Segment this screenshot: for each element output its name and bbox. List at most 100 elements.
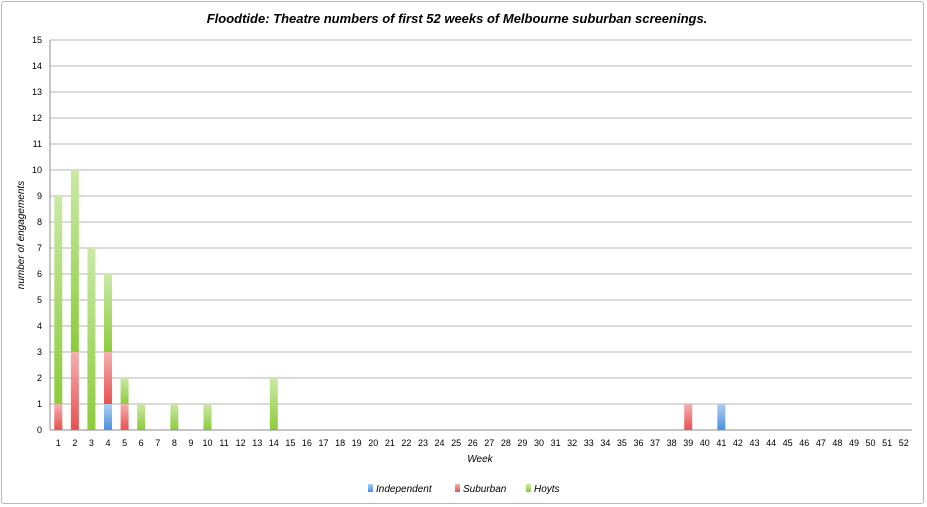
y-tick-label: 15 <box>32 35 42 45</box>
x-tick-label: 32 <box>567 438 577 448</box>
x-tick-label: 42 <box>733 438 743 448</box>
x-tick-label: 33 <box>584 438 594 448</box>
y-tick-label: 5 <box>37 295 42 305</box>
x-tick-label: 21 <box>385 438 395 448</box>
x-tick-label: 5 <box>122 438 127 448</box>
bar-segment-hoyts <box>137 404 146 430</box>
x-tick-label: 27 <box>484 438 494 448</box>
x-tick-label: 22 <box>401 438 411 448</box>
bar-segment-suburban <box>54 404 63 430</box>
bar-segment-suburban <box>120 404 129 430</box>
legend-swatch <box>368 484 373 492</box>
bar-segment-suburban <box>70 352 79 430</box>
x-tick-label: 35 <box>617 438 627 448</box>
bar-segment-independent <box>717 404 726 430</box>
chart-title: Floodtide: Theatre numbers of first 52 w… <box>207 11 708 26</box>
x-tick-label: 39 <box>683 438 693 448</box>
legend-label: Suburban <box>463 484 507 495</box>
bar-segment-hoyts <box>120 378 129 404</box>
x-tick-label: 26 <box>468 438 478 448</box>
bar-segment-hoyts <box>104 274 113 352</box>
x-tick-label: 16 <box>302 438 312 448</box>
x-tick-label: 11 <box>219 438 228 448</box>
x-tick-label: 25 <box>451 438 461 448</box>
axes <box>49 40 912 431</box>
legend-item-hoyts: Hoyts <box>526 484 560 495</box>
x-tick-label: 14 <box>269 438 279 448</box>
x-tick-label: 37 <box>650 438 660 448</box>
y-tick-label: 4 <box>37 321 42 331</box>
y-tick-label: 6 <box>37 269 42 279</box>
x-tick-label: 12 <box>236 438 246 448</box>
bar-segment-hoyts <box>269 378 278 430</box>
x-tick-label: 13 <box>252 438 262 448</box>
x-tick-label: 9 <box>188 438 193 448</box>
x-tick-label: 17 <box>319 438 329 448</box>
y-tick-label: 8 <box>37 217 42 227</box>
x-tick-label: 10 <box>202 438 212 448</box>
x-tick-label: 7 <box>155 438 160 448</box>
bar-segment-hoyts <box>87 248 96 430</box>
x-tick-label: 49 <box>849 438 859 448</box>
y-axis-label: number of engagements <box>16 181 27 289</box>
legend-item-suburban: Suburban <box>455 484 507 495</box>
y-tick-label: 10 <box>32 165 42 175</box>
x-tick-label: 8 <box>172 438 177 448</box>
x-tick-label: 6 <box>139 438 144 448</box>
y-tick-label: 14 <box>32 61 42 71</box>
x-tick-label: 30 <box>534 438 544 448</box>
bar-segment-hoyts <box>203 404 212 430</box>
x-tick-label: 51 <box>882 438 892 448</box>
y-tick-label: 1 <box>37 399 42 409</box>
bars <box>54 170 726 430</box>
x-tick-label: 38 <box>667 438 677 448</box>
y-tick-label: 0 <box>37 425 42 435</box>
x-tick-label: 29 <box>517 438 527 448</box>
x-tick-label: 34 <box>600 438 610 448</box>
x-tick-label: 31 <box>551 438 561 448</box>
x-tick-label: 28 <box>501 438 511 448</box>
bar-segment-suburban <box>684 404 693 430</box>
x-tick-label: 44 <box>766 438 776 448</box>
x-tick-label: 41 <box>716 438 726 448</box>
x-tick-label: 43 <box>750 438 760 448</box>
x-axis-label: Week <box>467 454 493 465</box>
x-tick-label: 45 <box>783 438 793 448</box>
legend-label: Hoyts <box>534 484 560 495</box>
x-tick-label: 36 <box>633 438 643 448</box>
legend-swatch <box>455 484 460 492</box>
bar-segment-suburban <box>104 352 113 404</box>
x-tick-label: 52 <box>899 438 909 448</box>
y-tick-label: 11 <box>33 139 42 149</box>
y-tick-label: 12 <box>32 113 42 123</box>
y-tick-label: 9 <box>37 191 42 201</box>
x-tick-label: 18 <box>335 438 345 448</box>
bar-segment-hoyts <box>54 196 63 404</box>
legend-label: Independent <box>376 484 433 495</box>
bar-segment-hoyts <box>70 170 79 352</box>
x-tick-label: 4 <box>106 438 111 448</box>
x-tick-label: 3 <box>89 438 94 448</box>
x-tick-label: 23 <box>418 438 428 448</box>
x-tick-labels: 1 2 3 4 5 6 7 8 9 10 11 12 13 14 15 16 17 18 19 20 21 22 23 24 2… <box>56 438 909 448</box>
x-tick-label: 24 <box>435 438 445 448</box>
x-tick-label: 50 <box>866 438 876 448</box>
x-tick-label: 19 <box>352 438 362 448</box>
x-tick-label: 46 <box>799 438 809 448</box>
legend-item-independent: Independent <box>368 484 433 495</box>
x-tick-label: 15 <box>285 438 295 448</box>
x-tick-label: 1 <box>56 438 61 448</box>
grid <box>50 39 912 405</box>
x-tick-label: 2 <box>72 438 77 448</box>
x-tick-label: 47 <box>816 438 826 448</box>
bar-segment-hoyts <box>170 404 179 430</box>
y-tick-label: 7 <box>37 243 42 253</box>
y-tick-label: 13 <box>32 87 42 97</box>
legend: Independent Suburban Hoyts <box>368 484 560 495</box>
x-tick-label: 48 <box>832 438 842 448</box>
legend-swatch <box>526 484 531 492</box>
bar-segment-independent <box>104 404 113 430</box>
